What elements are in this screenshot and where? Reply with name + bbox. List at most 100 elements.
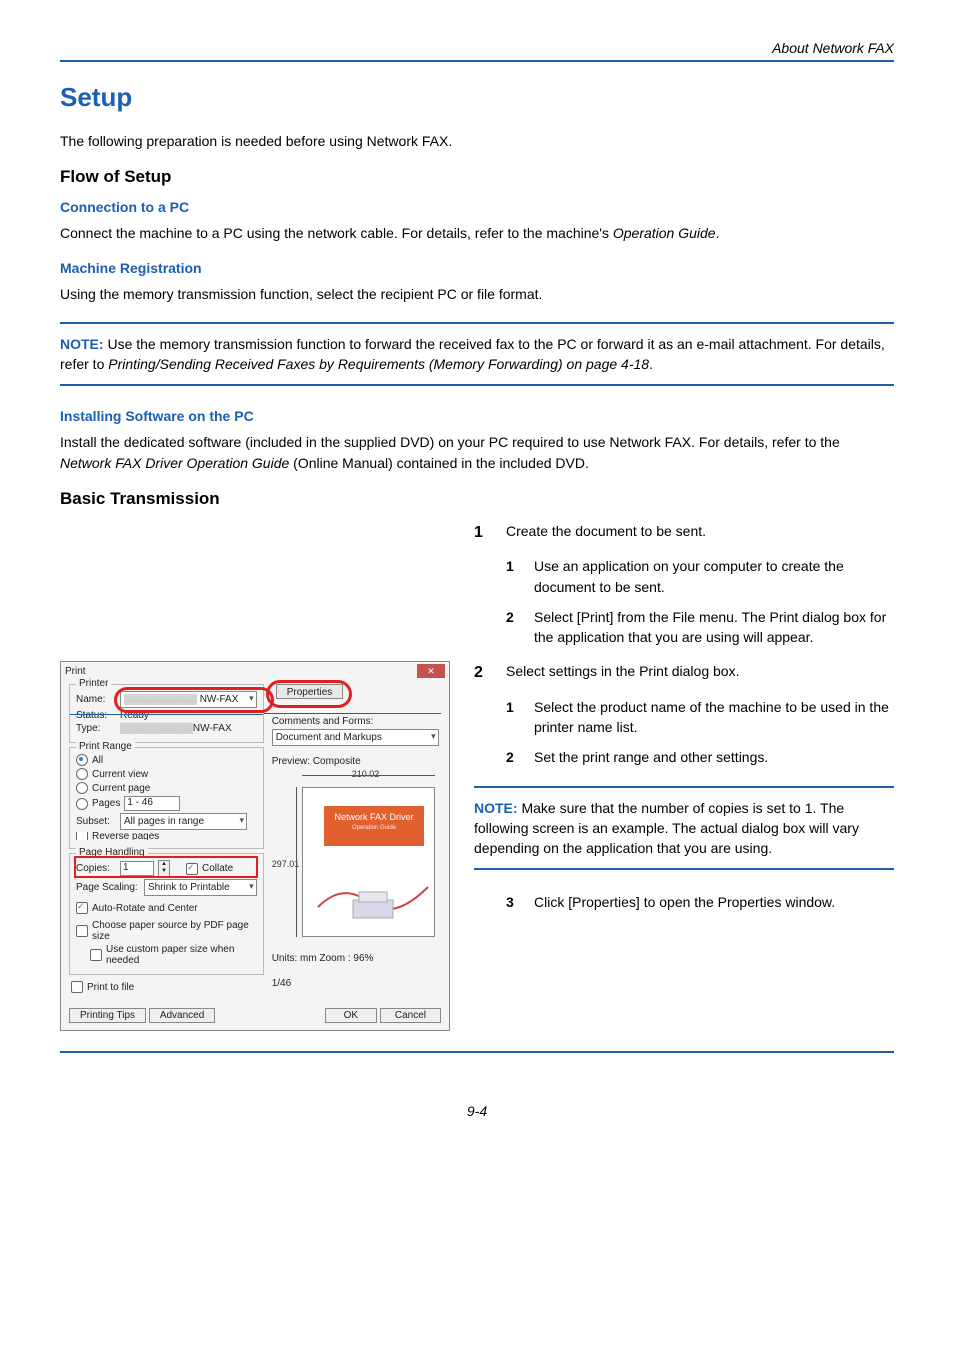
connection-body-a: Connect the machine to a PC using the ne…	[60, 225, 613, 241]
autorotate-label: Auto-Rotate and Center	[92, 903, 198, 914]
page-number: 9-4	[60, 1103, 894, 1119]
step-2-text: Select settings in the Print dialog box.	[506, 661, 739, 684]
header-rule	[60, 60, 894, 62]
close-icon[interactable]: ✕	[417, 664, 445, 678]
step-2-num: 2	[474, 661, 488, 684]
radio-current-view[interactable]	[76, 768, 88, 780]
connection-body-it: Operation Guide	[613, 225, 716, 241]
scaling-select[interactable]: Shrink to Printable Area	[144, 879, 257, 896]
step-2-1-num: 1	[506, 697, 520, 738]
preview-box: 210.02 297.01 Network FAX Driver Operati…	[272, 769, 441, 947]
preview-width-label: 210.02	[352, 769, 380, 779]
printer-name-value: NW-FAX	[200, 694, 239, 705]
choose-paper-check[interactable]	[76, 925, 88, 937]
page-title: Setup	[60, 82, 894, 113]
note-2-body: Make sure that the number of copies is s…	[474, 800, 859, 857]
step-2-2: 2 Set the print range and other settings…	[506, 747, 894, 767]
radio-pages-label: Pages	[92, 798, 120, 809]
step-1-1-num: 1	[506, 556, 520, 597]
subset-select[interactable]: All pages in range	[120, 813, 247, 830]
preview-art-icon	[313, 872, 433, 922]
page-handling-legend: Page Handling	[76, 847, 148, 858]
footer-rule	[60, 1051, 894, 1053]
pages-input[interactable]: 1 - 46	[124, 796, 180, 811]
preview-banner-sub: Operation Guide	[324, 825, 424, 831]
radio-all[interactable]	[76, 754, 88, 766]
note-1: NOTE: Use the memory transmission functi…	[60, 322, 894, 387]
collate-check[interactable]	[186, 863, 198, 875]
advanced-button[interactable]: Advanced	[149, 1008, 215, 1023]
radio-pages[interactable]	[76, 798, 88, 810]
preview-units: Units: mm Zoom : 96%	[272, 953, 441, 964]
reverse-check[interactable]	[76, 832, 88, 840]
header-section: About Network FAX	[60, 40, 894, 60]
page-handling-group: Page Handling Copies: 1 ▲▼ Collate Page …	[69, 853, 264, 975]
step-2-2-num: 2	[506, 747, 520, 767]
step-1: 1 Create the document to be sent.	[474, 521, 894, 544]
preview-banner: Network FAX Driver Operation Guide	[324, 806, 424, 846]
subset-label: Subset:	[76, 816, 116, 827]
radio-current-page-label: Current page	[92, 783, 150, 794]
connection-heading: Connection to a PC	[60, 199, 894, 215]
note-2-label: NOTE:	[474, 800, 518, 816]
step-1-2-text: Select [Print] from the File menu. The P…	[534, 607, 894, 648]
copies-spinner[interactable]: ▲▼	[158, 860, 170, 877]
registration-body: Using the memory transmission function, …	[60, 284, 894, 304]
cancel-button[interactable]: Cancel	[380, 1008, 441, 1023]
printer-name-select[interactable]: ▓▓▓▓▓▓▓▓▓▓ NW-FAX	[120, 691, 257, 708]
comments-select[interactable]: Document and Markups	[272, 729, 439, 746]
note-1-body-it: Printing/Sending Received Faxes by Requi…	[108, 356, 649, 372]
install-body-b: (Online Manual) contained in the include…	[289, 455, 589, 471]
step-2-3-num: 3	[506, 892, 520, 912]
step-2-3-text: Click [Properties] to open the Propertie…	[534, 892, 835, 912]
basic-transmission-heading: Basic Transmission	[60, 489, 894, 509]
status-label: Status:	[76, 710, 116, 721]
status-value: Ready	[120, 710, 149, 721]
print-range-group: Print Range All Current view Current pag…	[69, 747, 264, 849]
radio-current-view-label: Current view	[92, 769, 148, 780]
comments-legend: Comments and Forms:	[272, 716, 441, 727]
install-body: Install the dedicated software (included…	[60, 432, 894, 473]
step-2-1-text: Select the product name of the machine t…	[534, 697, 894, 738]
note-2: NOTE: Make sure that the number of copie…	[474, 786, 894, 871]
name-label: Name:	[76, 694, 116, 705]
printing-tips-button[interactable]: Printing Tips	[69, 1008, 146, 1023]
collate-label: Collate	[202, 863, 233, 874]
step-1-2-num: 2	[506, 607, 520, 648]
custom-size-label: Use custom paper size when needed	[106, 944, 257, 966]
printer-group: Printer Name: ▓▓▓▓▓▓▓▓▓▓ NW-FAX Status:	[69, 684, 264, 743]
step-1-text: Create the document to be sent.	[506, 521, 706, 544]
custom-size-check[interactable]	[90, 949, 102, 961]
dialog-title: Print	[65, 666, 86, 677]
preview-page-count: 1/46	[272, 978, 441, 989]
registration-heading: Machine Registration	[60, 260, 894, 276]
radio-current-page[interactable]	[76, 782, 88, 794]
radio-all-label: All	[92, 755, 103, 766]
step-1-1-text: Use an application on your computer to c…	[534, 556, 894, 597]
printer-legend: Printer	[76, 678, 111, 689]
flow-heading: Flow of Setup	[60, 167, 894, 187]
preview-banner-title: Network FAX Driver	[324, 812, 424, 822]
install-body-a: Install the dedicated software (included…	[60, 434, 840, 450]
connection-body-b: .	[716, 225, 720, 241]
print-to-file-check[interactable]	[71, 981, 83, 993]
install-body-it: Network FAX Driver Operation Guide	[60, 455, 289, 471]
connection-body: Connect the machine to a PC using the ne…	[60, 223, 894, 243]
type-label: Type:	[76, 723, 116, 734]
step-1-2: 2 Select [Print] from the File menu. The…	[506, 607, 894, 648]
step-2: 2 Select settings in the Print dialog bo…	[474, 661, 894, 684]
copies-input[interactable]: 1	[120, 861, 154, 876]
autorotate-check[interactable]	[76, 902, 88, 914]
reverse-label: Reverse pages	[92, 832, 159, 840]
step-2-3: 3 Click [Properties] to open the Propert…	[506, 892, 894, 912]
step-1-1: 1 Use an application on your computer to…	[506, 556, 894, 597]
dialog-titlebar: Print ✕	[61, 662, 449, 680]
print-range-legend: Print Range	[76, 741, 135, 752]
properties-button[interactable]: Properties	[276, 684, 344, 699]
note-1-label: NOTE:	[60, 336, 104, 352]
note-1-body-b: .	[649, 356, 653, 372]
type-value: NW-FAX	[193, 723, 232, 734]
ok-button[interactable]: OK	[325, 1008, 377, 1023]
scaling-label: Page Scaling:	[76, 882, 140, 893]
print-dialog: Print ✕ Printer Name: ▓▓▓▓▓▓▓▓▓▓ NW-FAX	[60, 661, 450, 1031]
